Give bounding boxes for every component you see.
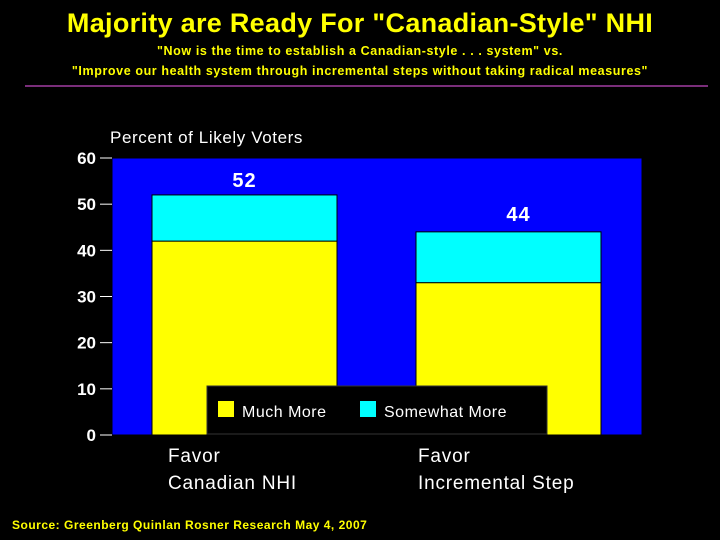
y-axis-title: Percent of Likely Voters — [110, 128, 303, 147]
legend-swatch-somewhat-more — [360, 401, 376, 417]
title-divider — [25, 85, 708, 87]
legend-box — [206, 385, 548, 435]
bar-total-label-2: 44 — [506, 204, 530, 226]
y-tick-label: 60 — [77, 149, 96, 168]
bar-somewhat-more-1 — [151, 194, 338, 242]
x-category-label-2-line-2: Incremental Step — [418, 473, 574, 494]
y-tick-label: 0 — [87, 426, 96, 445]
subtitle-line-1: "Now is the time to establish a Canadian… — [157, 44, 563, 58]
bar-total-label-1: 52 — [232, 170, 256, 192]
y-tick-label: 40 — [77, 241, 96, 260]
legend-label-much-more: Much More — [242, 404, 327, 421]
x-category-label-1-line-2: Canadian NHI — [168, 473, 297, 494]
y-tick-label: 10 — [77, 380, 96, 399]
subtitle-line-2: "Improve our health system through incre… — [71, 64, 649, 78]
y-tick-label: 30 — [77, 288, 96, 307]
bar-somewhat-more-2 — [415, 231, 602, 284]
legend-swatch-much-more — [218, 401, 234, 417]
chart-title: Majority are Ready For "Canadian-Style" … — [66, 8, 654, 38]
x-category-label-1-line-1: Favor — [168, 446, 221, 467]
y-tick-label: 50 — [77, 195, 96, 214]
legend-label-somewhat-more: Somewhat More — [384, 404, 507, 421]
y-tick-label: 20 — [77, 334, 96, 353]
source-note: Source: Greenberg Quinlan Rosner Researc… — [12, 518, 368, 532]
x-category-label-2-line-1: Favor — [418, 446, 471, 467]
